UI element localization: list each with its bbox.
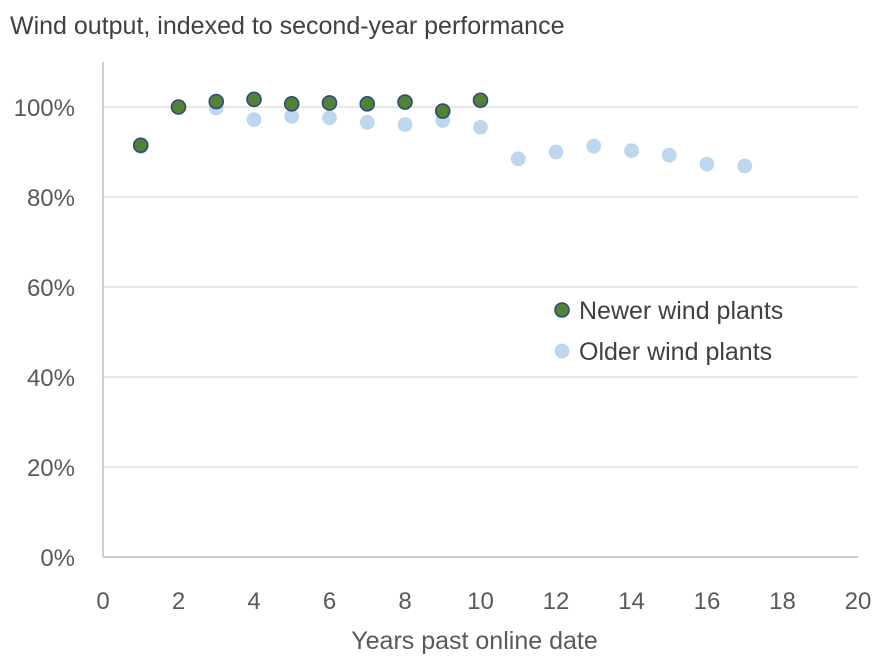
y-tick-label: 80% [27,185,75,212]
legend-marker-older [554,343,570,359]
x-tick-label: 16 [694,588,721,615]
newer-plant-point [472,92,489,109]
newer-plant-point [246,91,262,108]
x-tick-label: 0 [96,588,109,615]
x-tick-label: 12 [543,588,570,615]
x-tick-label: 14 [618,588,645,615]
newer-plant-point [321,95,338,111]
legend-marker-newer [554,302,570,318]
older-plant-point [246,112,262,127]
x-tick-label: 10 [467,588,494,615]
y-tick-label: 20% [27,455,75,482]
x-tick-label: 2 [172,588,185,615]
x-tick-label: 4 [247,588,260,615]
newer-plant-point [208,93,225,110]
newer-plant-point [434,103,451,119]
older-plant-point [510,151,526,167]
x-tick-label: 6 [323,588,336,615]
legend-label-newer: Newer wind plants [579,297,783,325]
x-axis-title: Years past online date [351,627,597,655]
x-tick-label: 8 [398,588,411,615]
newer-plant-point [397,94,413,110]
older-plant-point [473,119,488,135]
legend-label-older: Older wind plants [579,338,772,366]
y-tick-label: 40% [27,365,75,392]
older-plant-point [397,117,413,132]
older-plant-point [699,156,715,172]
x-tick-label: 20 [845,588,872,615]
older-plant-point [661,147,677,163]
newer-plant-point [359,96,376,112]
older-plant-point [737,158,753,174]
y-tick-label: 100% [14,95,75,122]
newer-plant-point [132,137,149,154]
older-plant-point [624,143,639,159]
older-plant-point [322,110,337,126]
newer-plant-point [283,96,300,112]
older-plant-point [359,114,375,130]
x-tick-label: 18 [769,588,796,615]
older-plant-point [586,138,602,154]
y-tick-label: 60% [27,275,75,302]
older-plant-point [548,144,564,160]
newer-plant-point [170,99,187,115]
chart-title: Wind output, indexed to second-year perf… [10,12,565,40]
y-tick-label: 0% [40,545,75,572]
